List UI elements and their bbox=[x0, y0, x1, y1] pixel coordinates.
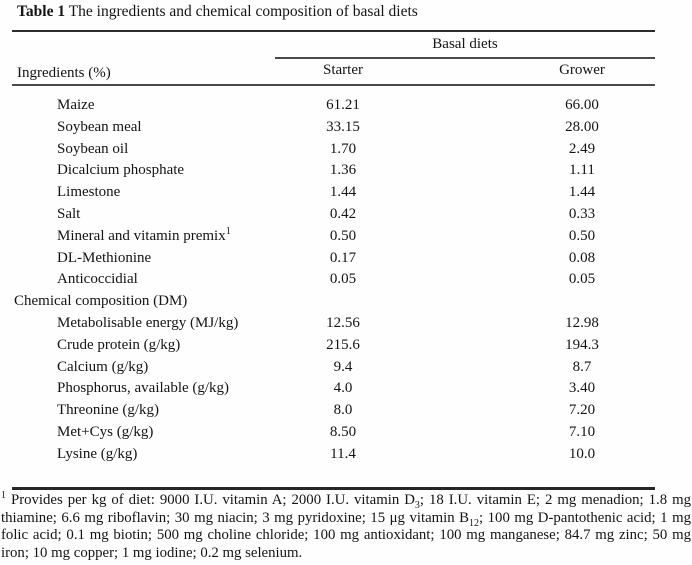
table-row: Lysine (g/kg) 11.4 10.0 bbox=[12, 444, 655, 466]
row-label: Metabolisable energy (MJ/kg) bbox=[57, 314, 239, 331]
row-label: Salt bbox=[57, 205, 81, 222]
column-group-rule bbox=[275, 57, 655, 59]
value-grower: 7.10 bbox=[568, 423, 596, 440]
value-starter: 12.56 bbox=[326, 314, 360, 331]
header-bottom-rule bbox=[12, 84, 655, 86]
row-label: DL-Methionine bbox=[57, 249, 152, 266]
table-row: Mineral and vitamin premix1 0.50 0.50 bbox=[12, 226, 655, 248]
value-grower: 66.00 bbox=[565, 97, 599, 113]
value-starter: 61.21 bbox=[326, 97, 360, 113]
value-starter: 0.17 bbox=[329, 249, 357, 266]
value-grower: 10.0 bbox=[568, 445, 596, 462]
row-label: Threonine (g/kg) bbox=[57, 402, 160, 419]
table-row: DL-Methionine 0.17 0.08 bbox=[12, 248, 655, 270]
footnote-sup: 1 bbox=[1, 490, 6, 502]
table-caption-text: The ingredients and chemical composition… bbox=[65, 3, 418, 20]
value-grower: 0.08 bbox=[568, 249, 596, 266]
value-starter: 0.05 bbox=[329, 271, 357, 288]
row-label: Chemical composition (DM) bbox=[14, 293, 188, 310]
row-label: Phosphorus, available (g/kg) bbox=[57, 380, 230, 397]
value-starter: 8.0 bbox=[333, 402, 353, 419]
table-row: Crude protein (g/kg) 215.6 194.3 bbox=[12, 335, 655, 357]
row-label: Calcium (g/kg) bbox=[57, 358, 149, 375]
table-row: Soybean oil 1.70 2.49 bbox=[12, 139, 655, 161]
table-number: Table 1 bbox=[17, 3, 66, 20]
table-row: Soybean meal 33.15 28.00 bbox=[12, 117, 655, 139]
value-starter: 1.36 bbox=[329, 162, 357, 179]
table-row: Anticoccidial 0.05 0.05 bbox=[12, 269, 655, 291]
column-header-grower: Grower bbox=[559, 62, 605, 78]
table-bottom-rule bbox=[12, 487, 655, 490]
value-grower: 0.05 bbox=[568, 271, 596, 288]
value-starter: 0.50 bbox=[329, 227, 357, 244]
value-starter: 11.4 bbox=[330, 445, 356, 462]
table-row: Phosphorus, available (g/kg) 4.0 3.40 bbox=[12, 378, 655, 400]
footnote: 1 Provides per kg of diet: 9000 I.U. vit… bbox=[1, 490, 691, 562]
table-row: Calcium (g/kg) 9.4 8.7 bbox=[12, 357, 655, 379]
row-label: Lysine (g/kg) bbox=[57, 445, 138, 462]
footnote-sub: 12 bbox=[469, 517, 480, 529]
value-starter: 1.70 bbox=[329, 140, 357, 157]
value-grower: 8.7 bbox=[572, 358, 592, 375]
value-starter: 4.0 bbox=[333, 380, 353, 397]
table-row: Threonine (g/kg) 8.0 7.20 bbox=[12, 400, 655, 422]
table-row: Metabolisable energy (MJ/kg) 12.56 12.98 bbox=[12, 313, 655, 335]
table-top-rule bbox=[12, 30, 655, 32]
value-starter: 8.50 bbox=[329, 423, 357, 440]
stub-header: Ingredients (%) bbox=[17, 65, 111, 81]
row-label: Dicalcium phosphate bbox=[57, 162, 185, 179]
value-grower: 28.00 bbox=[565, 118, 599, 135]
row-label: Met+Cys (g/kg) bbox=[57, 423, 154, 440]
footnote-text: Provides per kg of diet: 9000 I.U. vitam… bbox=[6, 492, 415, 508]
value-starter: 215.6 bbox=[326, 336, 360, 353]
table-body: Maize 61.21 66.00 Soybean meal 33.15 28.00 Soy… bbox=[12, 95, 655, 466]
footnote-text: ; 18 I.U. vitamin E; 2 mg menadion; 1.8 … bbox=[1, 492, 691, 526]
value-grower: 194.3 bbox=[565, 336, 599, 353]
column-header-starter: Starter bbox=[323, 62, 363, 78]
value-grower: 1.44 bbox=[568, 184, 596, 201]
section-row: Chemical composition (DM) bbox=[12, 291, 655, 313]
row-label: Soybean meal bbox=[57, 118, 142, 135]
row-label: Crude protein (g/kg) bbox=[57, 336, 181, 353]
value-grower: 12.98 bbox=[565, 314, 599, 331]
row-label: Maize bbox=[57, 97, 95, 113]
row-label: Limestone bbox=[57, 184, 121, 201]
value-starter: 33.15 bbox=[326, 118, 360, 135]
table-caption: Table 1 The ingredients and chemical com… bbox=[17, 3, 418, 21]
column-group-header: Basal diets bbox=[432, 36, 498, 52]
table-row: Limestone 1.44 1.44 bbox=[12, 182, 655, 204]
table-row: Met+Cys (g/kg) 8.50 7.10 bbox=[12, 422, 655, 444]
value-starter: 9.4 bbox=[333, 358, 353, 375]
table-row: Maize 61.21 66.00 bbox=[12, 95, 655, 117]
row-label: Soybean oil bbox=[57, 140, 129, 157]
value-grower: 1.11 bbox=[569, 162, 595, 179]
value-grower: 7.20 bbox=[568, 402, 596, 419]
value-grower: 3.40 bbox=[568, 380, 596, 397]
value-starter: 0.42 bbox=[329, 205, 357, 222]
footnote-text: ; 100 mg D-pantothenic acid; 1 mg folic … bbox=[1, 509, 691, 561]
row-label: Anticoccidial bbox=[57, 271, 138, 288]
value-grower: 0.50 bbox=[568, 227, 596, 244]
table-row: Dicalcium phosphate 1.36 1.11 bbox=[12, 160, 655, 182]
table-row: Salt 0.42 0.33 bbox=[12, 204, 655, 226]
footnote-marker: 1 bbox=[225, 225, 231, 237]
value-grower: 0.33 bbox=[568, 205, 596, 222]
footnote-sub: 3 bbox=[414, 499, 420, 511]
row-label: Mineral and vitamin premix1 bbox=[57, 225, 231, 244]
value-grower: 2.49 bbox=[568, 140, 596, 157]
value-starter: 1.44 bbox=[329, 184, 357, 201]
